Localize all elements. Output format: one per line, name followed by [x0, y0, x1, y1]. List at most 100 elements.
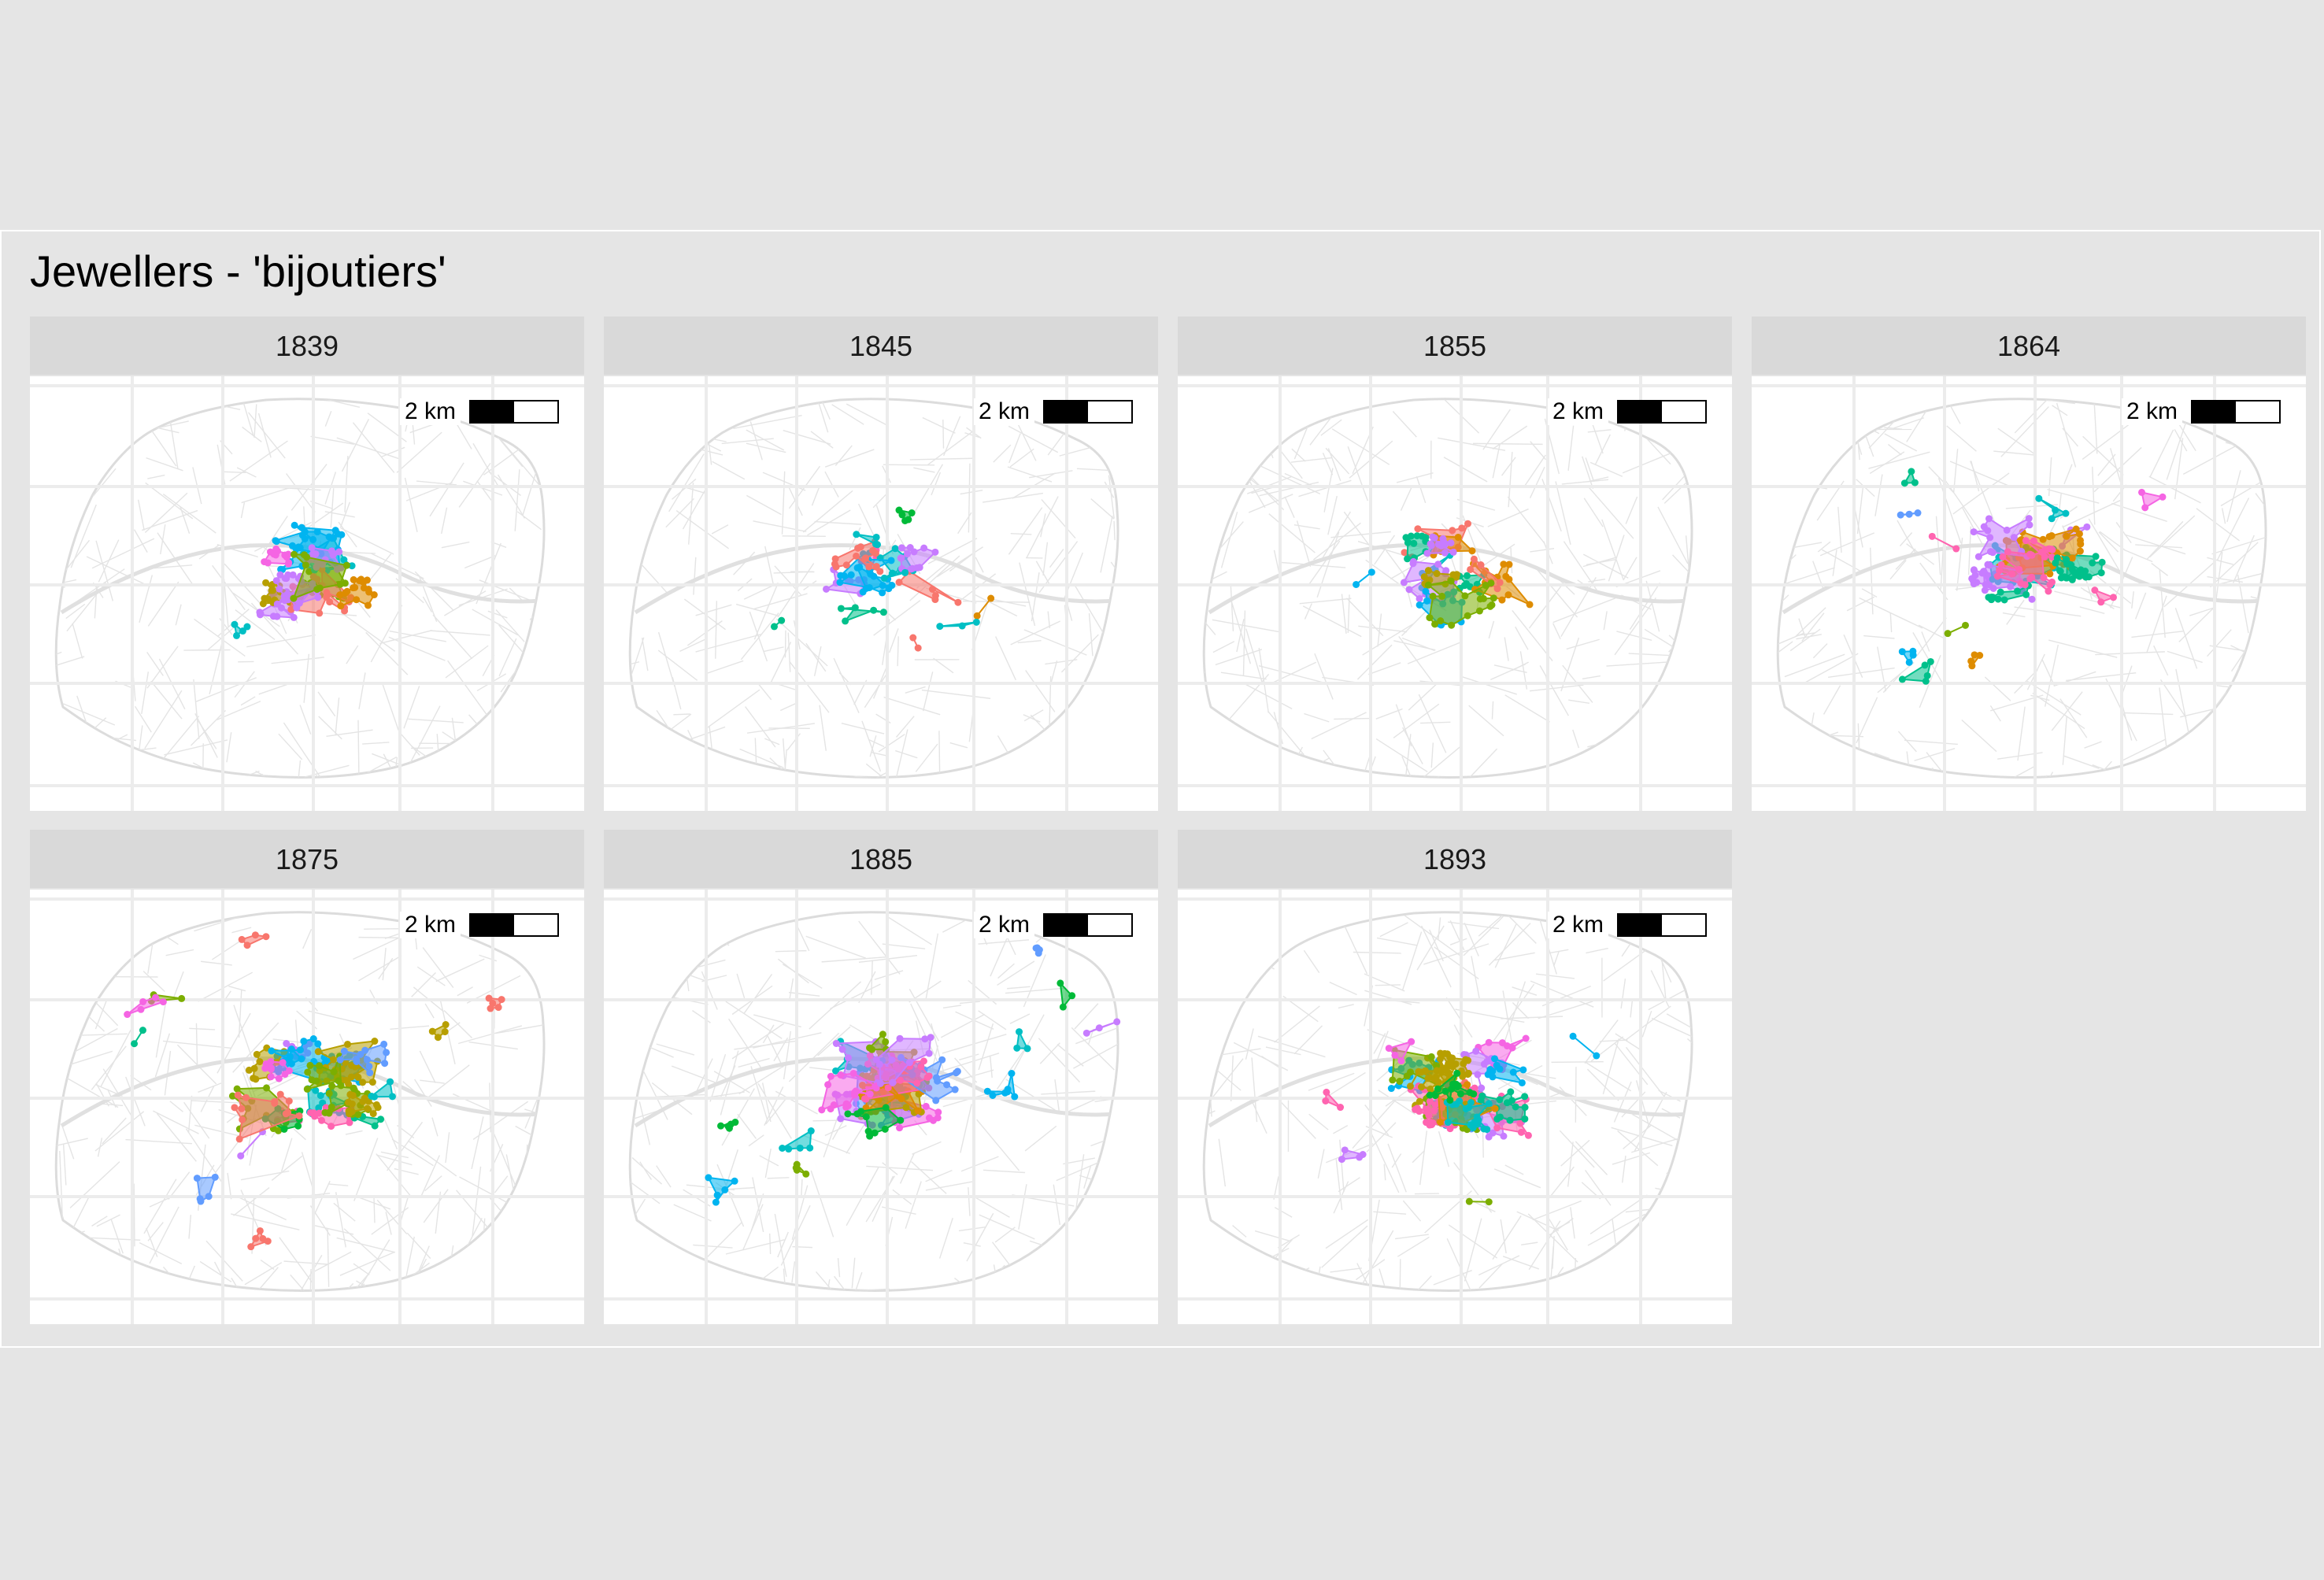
shop-point [309, 1035, 317, 1043]
shop-point [1944, 630, 1952, 638]
shop-point [354, 1073, 362, 1081]
shop-point [842, 561, 850, 569]
shop-point [1013, 1044, 1021, 1052]
map-canvas: 2 km [30, 890, 584, 1324]
shop-point [731, 1177, 738, 1185]
shop-point [1391, 1051, 1399, 1059]
shop-point [312, 550, 320, 558]
scale-bar-label: 2 km [400, 398, 461, 425]
shop-point [1500, 1132, 1508, 1140]
shop-point [335, 1077, 342, 1085]
shop-point [1465, 1197, 1473, 1205]
shop-point [1504, 591, 1512, 599]
shop-point [832, 563, 840, 571]
facet-strip-label: 1864 [1752, 316, 2306, 375]
shop-point [1367, 568, 1375, 576]
shop-point [300, 551, 308, 559]
shop-point [350, 1084, 357, 1092]
shop-point [2025, 515, 2033, 523]
shop-point [309, 535, 317, 543]
shop-point [842, 617, 849, 625]
shop-point [1442, 1066, 1450, 1074]
shop-point [1011, 1093, 1019, 1101]
cluster [1353, 568, 1375, 588]
shop-point [914, 1107, 922, 1115]
cluster-layer [705, 944, 1121, 1206]
shop-point [2038, 548, 2046, 556]
shop-point [2046, 581, 2054, 589]
shop-point [1434, 561, 1442, 568]
shop-point [1482, 582, 1490, 590]
shop-point [938, 1056, 946, 1064]
shop-point [372, 1101, 380, 1108]
scale-bar-segment [471, 401, 514, 422]
shop-point [1569, 1032, 1577, 1040]
shop-point [1454, 533, 1462, 541]
shop-point [1413, 1105, 1421, 1112]
shop-point [318, 1116, 326, 1124]
shop-point [298, 531, 306, 539]
cluster [1013, 1028, 1031, 1053]
shop-point [1016, 1028, 1023, 1036]
shop-point [252, 1234, 260, 1242]
shop-point [1905, 510, 1913, 518]
shop-point [342, 561, 350, 569]
shop-point [1397, 1057, 1405, 1065]
shop-point [1999, 553, 2007, 561]
scale-bar [1043, 913, 1133, 937]
facet-panel-1885: 1885 2 km [604, 830, 1158, 1324]
shop-point [256, 1058, 264, 1066]
shop-point [871, 1129, 879, 1137]
shop-point [363, 1056, 371, 1064]
shop-point [314, 594, 322, 601]
cluster [290, 521, 339, 557]
shop-point [2083, 523, 2091, 531]
shop-point [866, 1090, 874, 1098]
shop-point [2045, 533, 2053, 541]
shop-point [862, 1113, 870, 1121]
shop-point [316, 1062, 324, 1070]
shop-point [934, 1077, 942, 1085]
shop-point [876, 568, 884, 575]
shop-point [887, 557, 895, 564]
shop-point [336, 580, 344, 588]
shop-point [1985, 515, 1993, 523]
shop-point [934, 1108, 942, 1116]
shop-point [836, 579, 844, 586]
shop-point [889, 1079, 897, 1086]
shop-point [312, 1086, 320, 1094]
cluster [831, 538, 884, 575]
shop-point [1441, 1087, 1449, 1095]
cluster [895, 506, 916, 524]
shop-point [2045, 545, 2053, 553]
figure: Jewellers - 'bijoutiers' 1839 2 km 1845 2 k… [0, 230, 2321, 1348]
shop-point [377, 1116, 385, 1123]
shop-point [269, 586, 277, 594]
cluster [844, 1104, 905, 1140]
shop-point [1485, 1198, 1493, 1206]
shop-point [360, 584, 368, 592]
shop-point [313, 586, 321, 594]
shop-point [796, 1144, 804, 1152]
shop-point [228, 1092, 236, 1100]
shop-point [368, 1092, 376, 1100]
shop-point [272, 537, 279, 545]
shop-point [1487, 579, 1495, 587]
shop-point [901, 568, 909, 576]
cluster [895, 568, 962, 606]
shop-point [832, 1067, 840, 1075]
shop-point [1496, 1065, 1504, 1073]
shop-point [353, 596, 361, 604]
scale-bar-label: 2 km [974, 398, 1035, 425]
scale-bar [2191, 400, 2281, 424]
shop-point [1458, 524, 1466, 532]
cluster [2052, 554, 2089, 582]
shop-point [1488, 601, 1496, 609]
cluster-layer [1897, 468, 2167, 685]
shop-point [1418, 532, 1426, 540]
shop-point [1400, 579, 1408, 586]
shop-point [262, 579, 270, 586]
shop-point [931, 596, 939, 604]
shop-point [1438, 542, 1445, 549]
shop-point [346, 1119, 353, 1127]
